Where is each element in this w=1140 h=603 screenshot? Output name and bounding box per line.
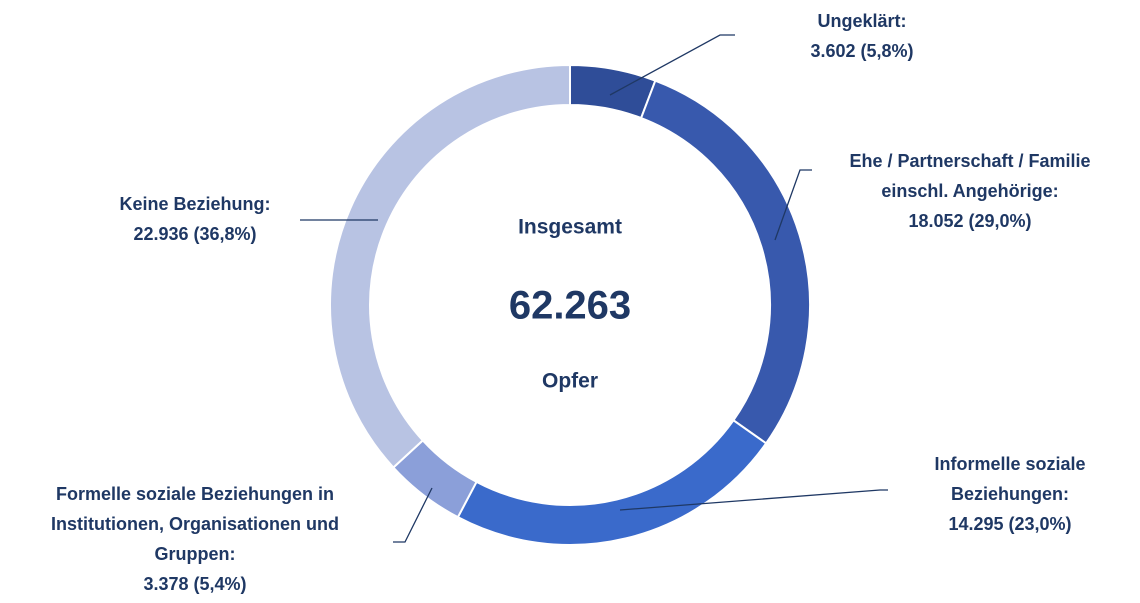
value-label: 3.602 (5,8%) [810,41,913,61]
segment-label: Institutionen, Organisationen und [51,514,339,534]
center-total: 62.263 [509,284,631,328]
donut-segment [569,63,657,120]
value-label: 22.936 (36,8%) [133,224,256,244]
segment-label: Ungeklärt: [817,11,906,31]
donut-segment [329,63,571,469]
leader-line [393,487,433,543]
segment-label: Informelle soziale [934,454,1085,474]
value-label: 18.052 (29,0%) [908,211,1031,231]
leader-line [774,169,812,241]
segment-label: Ehe / Partnerschaft / Familie [849,151,1090,171]
center-title: Insgesamt [518,216,622,239]
donut-segment [639,79,811,445]
segment-label: Beziehungen: [951,484,1069,504]
segment-label: einschl. Angehörige: [881,181,1058,201]
segment-label: Gruppen: [155,544,236,564]
value-label: 3.378 (5,4%) [143,574,246,594]
segment-label: Keine Beziehung: [119,194,270,214]
segment-label: Formelle soziale Beziehungen in [56,484,334,504]
donut-segment [456,418,768,546]
leader-line [609,34,735,96]
value-label: 14.295 (23,0%) [948,514,1071,534]
center-unit: Opfer [542,370,598,393]
leader-line [619,489,888,511]
